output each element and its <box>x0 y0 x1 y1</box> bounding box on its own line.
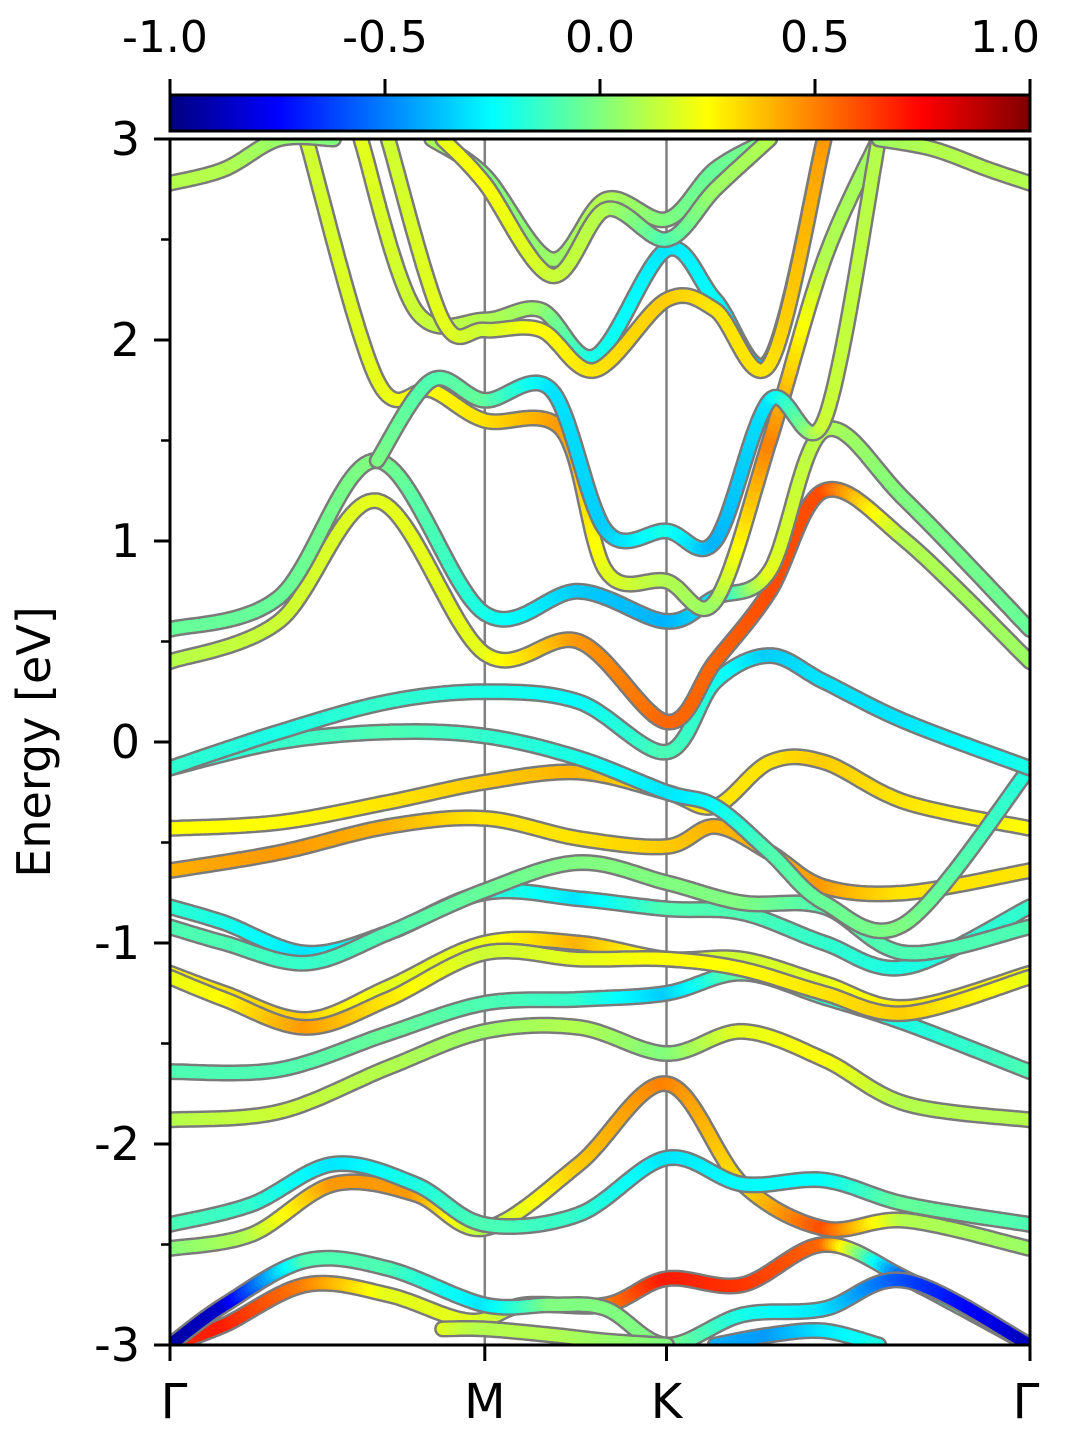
colorbar-tick-label: -0.5 <box>342 12 428 63</box>
band <box>170 647 1030 777</box>
colorbar-tick-label: 0.0 <box>565 12 635 63</box>
colorbar: -1.0 -0.5 0.0 0.5 1.0 <box>122 12 1040 133</box>
colorbar-tick-label: 0.5 <box>780 12 850 63</box>
band <box>170 723 1030 940</box>
plot-area <box>168 137 1032 1347</box>
colorbar-gradient <box>168 93 1032 133</box>
bands <box>170 139 1030 1345</box>
band <box>170 1249 1030 1345</box>
band <box>379 139 833 380</box>
band <box>170 1016 1030 1129</box>
band <box>368 139 888 558</box>
band <box>170 480 1030 731</box>
band <box>170 942 1030 1036</box>
colorbar-tick-label: 1.0 <box>970 12 1040 63</box>
colorbar-ticks: -1.0 -0.5 0.0 0.5 1.0 <box>122 12 1040 95</box>
band <box>170 139 343 192</box>
band <box>170 1149 1030 1235</box>
colorbar-tick-label: -1.0 <box>122 12 208 63</box>
band <box>434 139 779 285</box>
band <box>170 420 1030 638</box>
